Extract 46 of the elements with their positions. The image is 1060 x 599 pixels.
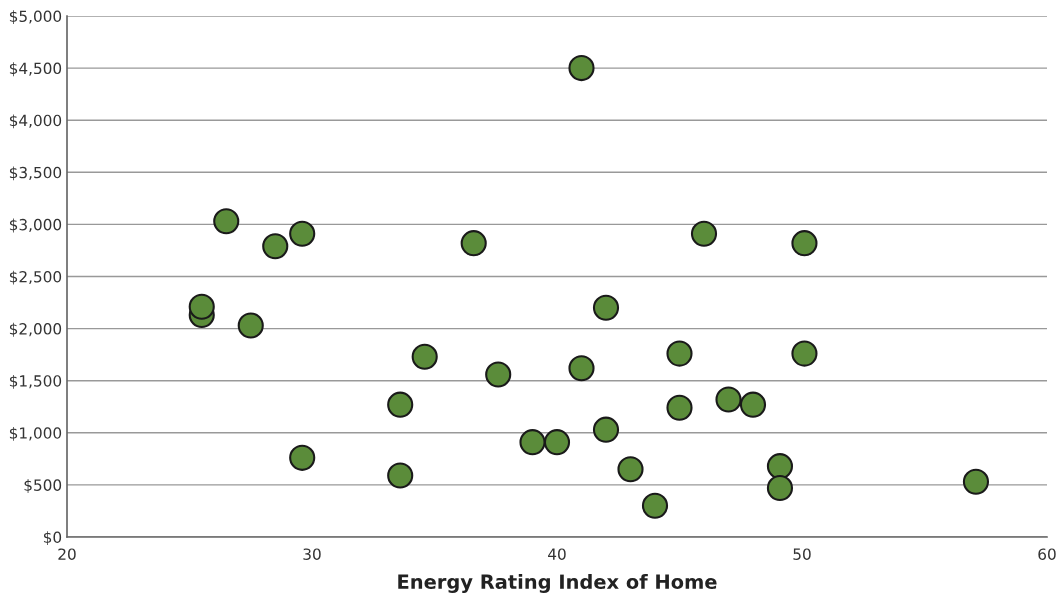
point <box>485 361 512 388</box>
x-tick-label: 30 <box>303 548 321 560</box>
point <box>791 230 818 257</box>
y-tick-label: $5,000 <box>9 10 62 25</box>
point <box>460 230 487 257</box>
y-tick-label: $2,500 <box>9 270 62 285</box>
point <box>641 492 669 519</box>
point <box>289 444 316 471</box>
point <box>666 340 693 367</box>
point <box>237 312 264 339</box>
y-tick-label: $1,500 <box>9 374 62 389</box>
point <box>519 429 546 456</box>
point <box>387 462 414 489</box>
y-tick-label: $3,500 <box>9 166 62 181</box>
y-tick-label: $2,000 <box>9 322 62 337</box>
x-tick-label: 50 <box>793 548 811 560</box>
y-tick-label: $3,000 <box>9 218 62 233</box>
y-tick-label: $4,500 <box>9 62 62 77</box>
point <box>411 343 438 370</box>
point <box>262 233 289 260</box>
point <box>715 386 742 413</box>
point <box>188 293 215 320</box>
point <box>962 468 990 495</box>
point <box>592 416 620 443</box>
point <box>289 220 316 247</box>
y-tick-label: $500 <box>24 479 62 493</box>
point <box>387 391 414 418</box>
point <box>213 208 240 235</box>
x-tick-label: 60 <box>1038 548 1056 560</box>
point <box>791 340 818 367</box>
point <box>568 355 595 382</box>
y-tick-label: $1,000 <box>9 427 62 441</box>
point <box>690 220 718 247</box>
point <box>568 55 595 82</box>
point <box>766 474 794 502</box>
x-tick-label: 20 <box>58 548 76 560</box>
x-axis-title: Energy Rating Index of Home <box>398 574 717 593</box>
point <box>543 429 571 456</box>
point <box>666 394 693 421</box>
y-tick-label: $4,000 <box>9 114 62 129</box>
point <box>617 456 644 483</box>
x-tick-label: 40 <box>548 548 566 560</box>
point <box>766 453 794 480</box>
point <box>592 294 620 321</box>
point <box>739 391 767 418</box>
y-tick-label: $0 <box>43 531 62 546</box>
